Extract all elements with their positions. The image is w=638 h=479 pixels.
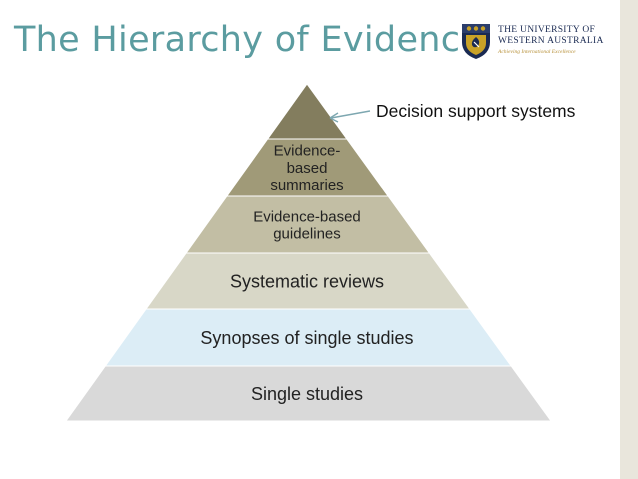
callout-arrow xyxy=(330,110,371,119)
pyramid-label-line: Synopses of single studies xyxy=(200,328,413,348)
slide-title: The Hierarchy of Evidence xyxy=(14,20,483,60)
university-crest-icon xyxy=(462,24,490,59)
university-name-line-2: Western Australia xyxy=(498,36,604,46)
pyramid-label-guidelines: Evidence-based guidelines xyxy=(253,208,361,242)
pyramid-layer-apex xyxy=(266,83,348,140)
pyramid-label-line: Evidence- xyxy=(274,143,341,160)
pyramid-label-single-studies: Single studies xyxy=(251,384,363,404)
pyramid-label-systematic-reviews: Systematic reviews xyxy=(230,272,384,292)
pyramid-layers xyxy=(65,83,552,422)
callout-arrowhead xyxy=(329,112,339,123)
pyramid-label-line: based xyxy=(287,160,328,177)
university-name-line-1: The University of xyxy=(498,25,596,35)
callout-decision-support: Decision support systems xyxy=(376,101,576,121)
pyramid-label-line: guidelines xyxy=(273,226,341,243)
pyramid-layer-single-studies xyxy=(65,365,552,422)
slide: The Hierarchy of Evidence The University… xyxy=(0,0,620,479)
university-tagline: Achieving International Excellence xyxy=(498,49,576,55)
university-logo: The University of Western Australia Achi… xyxy=(460,22,610,62)
pyramid-label-summaries: Evidence-based summaries xyxy=(270,143,343,195)
pyramid-label-line: summaries xyxy=(270,177,343,194)
pyramid-label-line: Evidence-based xyxy=(253,208,361,225)
pyramid-label-line: Single studies xyxy=(251,384,363,404)
pyramid-label-line: Systematic reviews xyxy=(230,272,384,292)
pyramid-label-synopses: Synopses of single studies xyxy=(200,328,413,348)
